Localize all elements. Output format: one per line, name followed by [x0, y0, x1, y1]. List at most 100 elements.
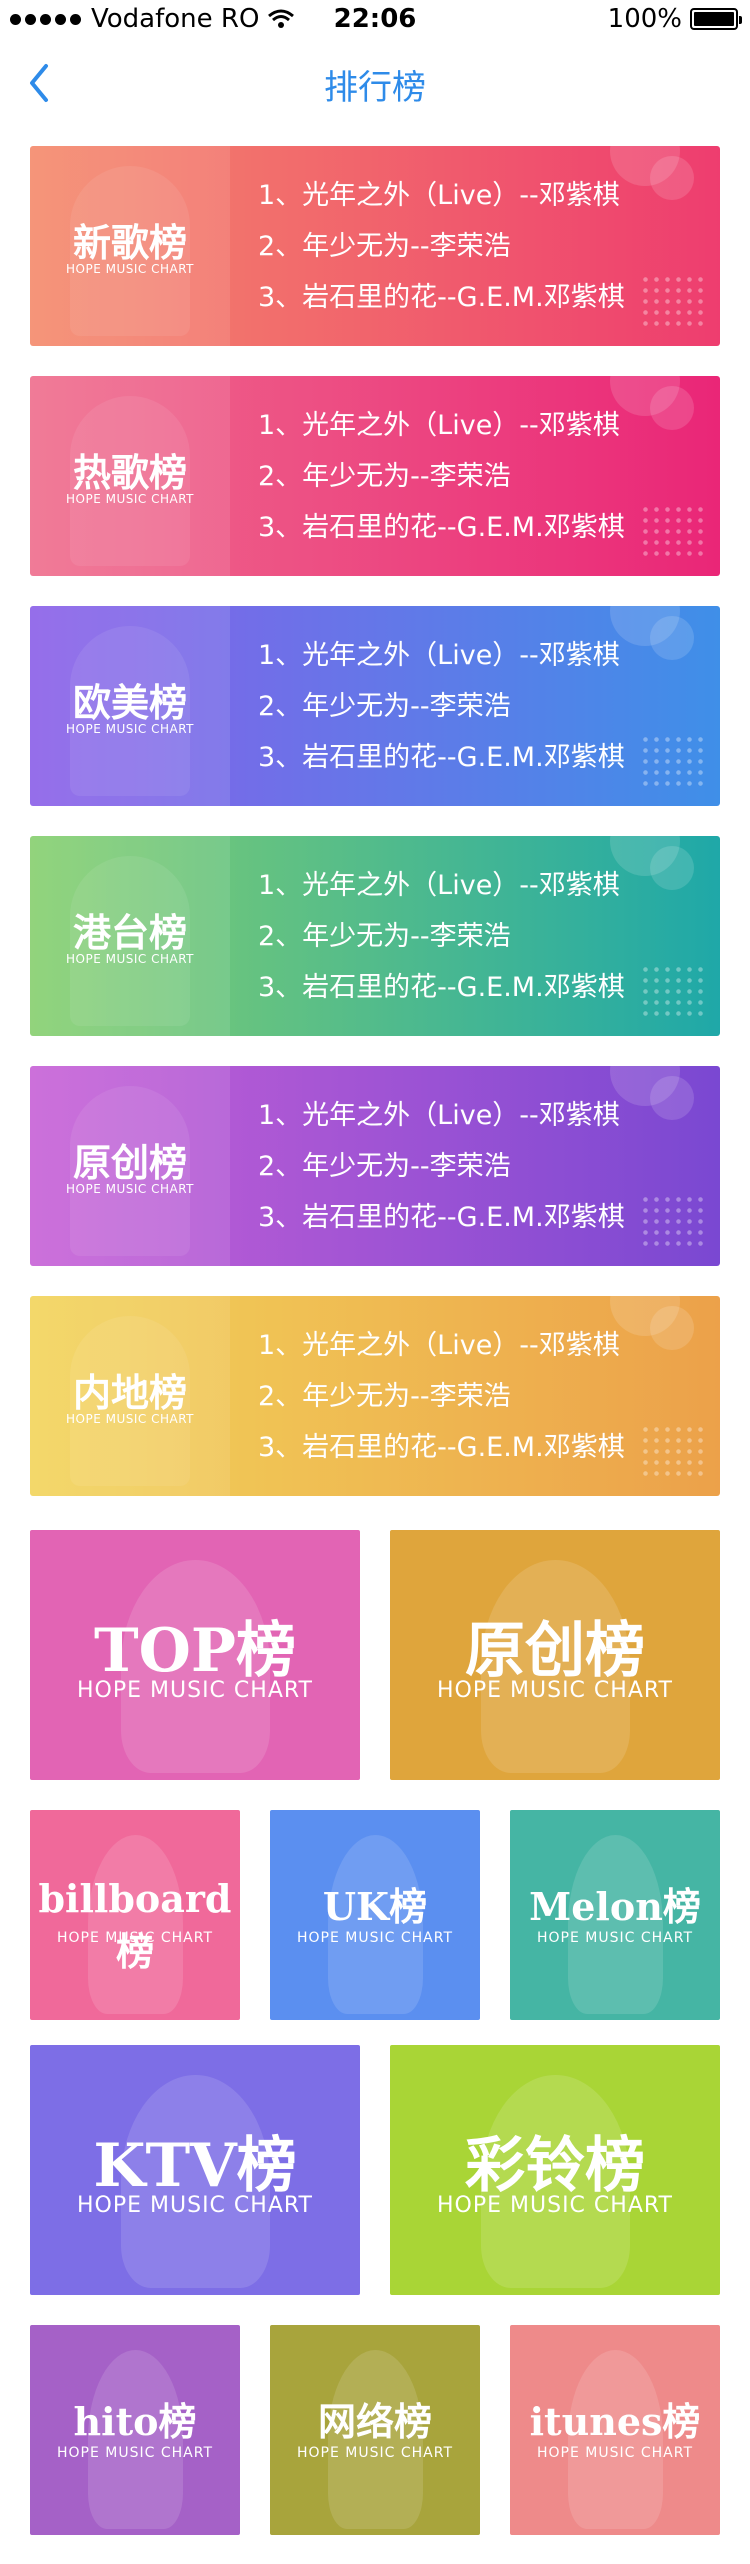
song-item[interactable]: 1、光年之外（Live）--邓紫棋: [258, 410, 620, 441]
chart-card[interactable]: 热歌榜 HOPE MUSIC CHART 1、光年之外（Live）--邓紫棋 2、年少…: [30, 376, 720, 576]
tile-name: 原创榜: [465, 1616, 645, 1686]
portrait-image: [88, 2350, 183, 2529]
portrait-image: [328, 1835, 423, 2014]
chart-name: 欧美榜: [72, 680, 187, 725]
chart-name: 内地榜: [72, 1370, 187, 1415]
chart-tile[interactable]: Melon榜 HOPE MUSIC CHART: [510, 1810, 720, 2020]
tile-name: 彩铃榜: [465, 2131, 645, 2201]
song-item[interactable]: 3、岩石里的花--G.E.M.邓紫棋: [258, 742, 625, 773]
clock: 22:06: [333, 4, 417, 34]
chart-tile[interactable]: KTV榜 HOPE MUSIC CHART: [30, 2045, 360, 2295]
tile-subtitle: HOPE MUSIC CHART: [57, 2445, 213, 2461]
chart-tile[interactable]: itunes榜 HOPE MUSIC CHART: [510, 2325, 720, 2535]
page-title: 排行榜: [324, 68, 426, 108]
back-button[interactable]: [22, 58, 62, 108]
song-list: 1、光年之外（Live）--邓紫棋 2、年少无为--李荣浩 3、岩石里的花--G.E…: [258, 1090, 625, 1243]
chart-tile[interactable]: 原创榜 HOPE MUSIC CHART: [390, 1530, 720, 1780]
chart-cover-art: [30, 836, 230, 1036]
tile-name: 网络榜: [317, 2399, 432, 2444]
chart-cover-art: [30, 1066, 230, 1266]
battery-info: 100%: [607, 4, 742, 34]
song-item[interactable]: 2、年少无为--李荣浩: [258, 691, 511, 722]
chart-tile[interactable]: 网络榜 HOPE MUSIC CHART: [270, 2325, 480, 2535]
chart-cover-art: [30, 1296, 230, 1496]
song-list: 1、光年之外（Live）--邓紫棋 2、年少无为--李荣浩 3、岩石里的花--G.E…: [258, 400, 625, 553]
tile-subtitle: HOPE MUSIC CHART: [437, 2193, 673, 2218]
portrait-image: [88, 1835, 183, 2014]
chart-tile[interactable]: TOP榜 HOPE MUSIC CHART: [30, 1530, 360, 1780]
portrait-image: [328, 2350, 423, 2529]
portrait-image: [121, 1560, 270, 1773]
decorative-dot-grid: [640, 964, 706, 1020]
tile-subtitle: HOPE MUSIC CHART: [297, 2445, 453, 2461]
song-item[interactable]: 3、岩石里的花--G.E.M.邓紫棋: [258, 282, 625, 313]
status-bar: Vodafone RO 22:06 100%: [0, 0, 750, 40]
song-item[interactable]: 3、岩石里的花--G.E.M.邓紫棋: [258, 512, 625, 543]
battery-percent: 100%: [607, 4, 682, 34]
song-item[interactable]: 2、年少无为--李荣浩: [258, 461, 511, 492]
song-item[interactable]: 1、光年之外（Live）--邓紫棋: [258, 870, 620, 901]
decorative-dot-grid: [640, 274, 706, 330]
carrier-info: Vodafone RO: [10, 4, 295, 34]
decorative-dot-grid: [640, 1194, 706, 1250]
tile-name: Melon榜: [529, 1884, 701, 1929]
song-item[interactable]: 1、光年之外（Live）--邓紫棋: [258, 1330, 620, 1361]
song-list: 1、光年之外（Live）--邓紫棋 2、年少无为--李荣浩 3、岩石里的花--G.E…: [258, 860, 625, 1013]
tile-name: KTV榜: [93, 2131, 297, 2201]
tile-name: hito榜: [73, 2399, 197, 2444]
chart-cover-art: [30, 146, 230, 346]
chart-subtitle: HOPE MUSIC CHART: [66, 492, 194, 506]
chart-tile[interactable]: hito榜 HOPE MUSIC CHART: [30, 2325, 240, 2535]
song-item[interactable]: 2、年少无为--李荣浩: [258, 231, 511, 262]
chart-card[interactable]: 欧美榜 HOPE MUSIC CHART 1、光年之外（Live）--邓紫棋 2、年少…: [30, 606, 720, 806]
portrait-image: [481, 2075, 630, 2288]
song-item[interactable]: 1、光年之外（Live）--邓紫棋: [258, 1100, 620, 1131]
song-item[interactable]: 3、岩石里的花--G.E.M.邓紫棋: [258, 972, 625, 1003]
decorative-dot-grid: [640, 1424, 706, 1480]
chart-tile[interactable]: 彩铃榜 HOPE MUSIC CHART: [390, 2045, 720, 2295]
tile-subtitle: HOPE MUSIC CHART: [437, 1678, 673, 1703]
chart-tile[interactable]: UK榜 HOPE MUSIC CHART: [270, 1810, 480, 2020]
navigation-bar: 排行榜: [0, 40, 750, 128]
carrier-name: Vodafone RO: [91, 4, 260, 34]
song-item[interactable]: 3、岩石里的花--G.E.M.邓紫棋: [258, 1202, 625, 1233]
chart-name: 新歌榜: [72, 220, 187, 265]
portrait-image: [568, 2350, 663, 2529]
song-item[interactable]: 2、年少无为--李荣浩: [258, 921, 511, 952]
chevron-left-icon: [30, 64, 48, 102]
song-item[interactable]: 2、年少无为--李荣浩: [258, 1381, 511, 1412]
song-item[interactable]: 3、岩石里的花--G.E.M.邓紫棋: [258, 1432, 625, 1463]
chart-tile[interactable]: billboard榜 HOPE MUSIC CHART: [30, 1810, 240, 2020]
chart-card[interactable]: 港台榜 HOPE MUSIC CHART 1、光年之外（Live）--邓紫棋 2、年少…: [30, 836, 720, 1036]
song-list: 1、光年之外（Live）--邓紫棋 2、年少无为--李荣浩 3、岩石里的花--G.E…: [258, 630, 625, 783]
song-item[interactable]: 2、年少无为--李荣浩: [258, 1151, 511, 1182]
decorative-circle: [650, 1306, 694, 1350]
portrait-image: [481, 1560, 630, 1773]
tile-subtitle: HOPE MUSIC CHART: [537, 2445, 693, 2461]
decorative-circle: [650, 616, 694, 660]
chart-cover-art: [30, 606, 230, 806]
chart-subtitle: HOPE MUSIC CHART: [66, 262, 194, 276]
decorative-dot-grid: [640, 734, 706, 790]
chart-card[interactable]: 新歌榜 HOPE MUSIC CHART 1、光年之外（Live）--邓紫棋 2、年少…: [30, 146, 720, 346]
signal-strength-icon: [10, 13, 81, 25]
tile-subtitle: HOPE MUSIC CHART: [297, 1930, 453, 1946]
tile-subtitle: HOPE MUSIC CHART: [57, 1930, 213, 1946]
song-list: 1、光年之外（Live）--邓紫棋 2、年少无为--李荣浩 3、岩石里的花--G.E…: [258, 170, 625, 323]
decorative-dot-grid: [640, 504, 706, 560]
chart-subtitle: HOPE MUSIC CHART: [66, 952, 194, 966]
battery-icon: [690, 8, 742, 30]
decorative-circle: [650, 156, 694, 200]
chart-subtitle: HOPE MUSIC CHART: [66, 722, 194, 736]
decorative-circle: [650, 1076, 694, 1120]
song-item[interactable]: 1、光年之外（Live）--邓紫棋: [258, 180, 620, 211]
chart-subtitle: HOPE MUSIC CHART: [66, 1182, 194, 1196]
tile-name: UK榜: [322, 1884, 428, 1929]
chart-card[interactable]: 内地榜 HOPE MUSIC CHART 1、光年之外（Live）--邓紫棋 2、年少…: [30, 1296, 720, 1496]
chart-name: 港台榜: [72, 910, 187, 955]
chart-card[interactable]: 原创榜 HOPE MUSIC CHART 1、光年之外（Live）--邓紫棋 2、年少…: [30, 1066, 720, 1266]
portrait-image: [568, 1835, 663, 2014]
chart-name: 热歌榜: [72, 450, 187, 495]
portrait-image: [121, 2075, 270, 2288]
song-item[interactable]: 1、光年之外（Live）--邓紫棋: [258, 640, 620, 671]
